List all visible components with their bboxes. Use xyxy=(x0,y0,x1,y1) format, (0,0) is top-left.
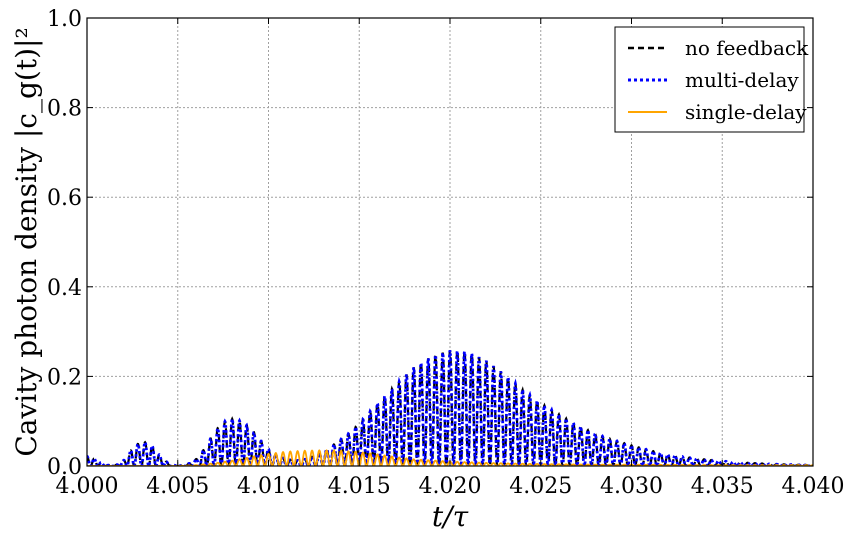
y-tick-label: 0.8 xyxy=(47,97,82,122)
ticks xyxy=(86,17,814,467)
x-axis-label: t/τ xyxy=(432,500,469,533)
x-tick-label: 4.005 xyxy=(146,474,209,499)
x-tick-label: 4.015 xyxy=(328,474,391,499)
legend-label: no feedback xyxy=(685,36,809,60)
x-tick-label: 4.040 xyxy=(782,474,845,499)
y-tick-label: 0.0 xyxy=(47,455,82,480)
y-tick-label: 0.4 xyxy=(47,276,82,301)
y-tick-label: 0.6 xyxy=(47,186,82,211)
x-tick-label: 4.025 xyxy=(509,474,572,499)
legend-label: multi-delay xyxy=(685,68,799,92)
y-axis-label: Cavity photon density |c_g(t)|² xyxy=(10,27,43,456)
legend-label: single-delay xyxy=(685,100,807,124)
x-tick-label: 4.020 xyxy=(419,474,482,499)
series-multi-delay xyxy=(87,350,813,466)
x-tick-label: 4.000 xyxy=(56,474,119,499)
tick-labels: 4.000 4.005 4.010 4.015 4.020 4.025 4.030 4.035… xyxy=(47,7,844,499)
x-tick-label: 4.010 xyxy=(237,474,300,499)
x-tick-label: 4.030 xyxy=(600,474,663,499)
legend: no feedback multi-delay single-delay xyxy=(614,26,809,133)
y-tick-label: 1.0 xyxy=(47,7,82,32)
x-tick-label: 4.035 xyxy=(691,474,754,499)
y-tick-label: 0.2 xyxy=(47,365,82,390)
